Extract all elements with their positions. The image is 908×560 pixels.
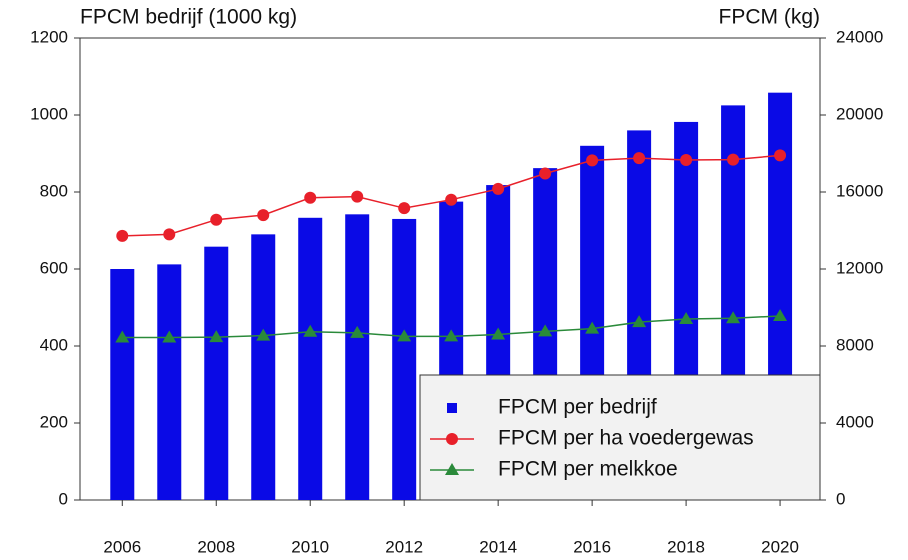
circle-marker (446, 433, 458, 445)
legend-box (419, 374, 821, 501)
circle-marker (680, 154, 693, 167)
y-tick-label: 200 (40, 412, 68, 431)
triangle-marker (303, 324, 318, 337)
legend-label: FPCM per ha voedergewas (498, 427, 754, 450)
y-tick-label: 0 (59, 489, 68, 508)
triangle-marker (491, 327, 506, 340)
triangle-marker (726, 311, 741, 324)
x-tick-label: 2020 (761, 537, 799, 556)
circle-marker (116, 229, 129, 242)
x-tick-label: 2008 (197, 537, 235, 556)
triangle-marker (444, 329, 459, 342)
circle-marker (304, 191, 317, 204)
x-tick-label: 2012 (385, 537, 423, 556)
legend-label: FPCM per melkkoe (498, 458, 678, 481)
circle-marker (727, 153, 740, 166)
bar (204, 246, 229, 500)
triangle-marker (632, 315, 647, 328)
y2-tick-label: 8000 (836, 335, 874, 354)
bar (345, 214, 370, 500)
circle-marker (774, 149, 787, 162)
circle-marker (633, 152, 646, 165)
triangle-marker (538, 324, 553, 337)
circle-marker (539, 167, 552, 180)
y2-tick-label: 20000 (836, 104, 883, 123)
x-tick-label: 2014 (479, 537, 517, 556)
legend-swatch (447, 403, 457, 413)
circle-marker (492, 182, 505, 195)
triangle-marker (350, 325, 365, 338)
y2-tick-label: 16000 (836, 181, 883, 200)
circle-marker (351, 190, 364, 203)
circle-marker (445, 193, 458, 206)
triangle-marker (115, 330, 130, 343)
triangle-marker (397, 329, 412, 342)
x-tick-label: 2006 (103, 537, 141, 556)
legend-label: FPCM per bedrijf (498, 396, 657, 419)
triangle-marker (162, 330, 177, 343)
bar (392, 218, 417, 500)
y-axis-title: FPCM bedrijf (1000 kg) (80, 6, 297, 29)
y-tick-label: 1000 (30, 104, 68, 123)
x-tick-label: 2016 (573, 537, 611, 556)
bar (298, 217, 323, 501)
triangle-marker (445, 463, 459, 475)
y2-tick-label: 12000 (836, 258, 883, 277)
circle-marker (586, 154, 599, 167)
x-tick-label: 2010 (291, 537, 329, 556)
x-tick-label: 2018 (667, 537, 705, 556)
y-tick-label: 400 (40, 335, 68, 354)
y-tick-label: 600 (40, 258, 68, 277)
triangle-marker (585, 321, 600, 334)
bar (110, 269, 135, 500)
y2-tick-label: 4000 (836, 412, 874, 431)
y-tick-label: 800 (40, 181, 68, 200)
circle-marker (210, 213, 223, 226)
triangle-marker (256, 328, 271, 341)
triangle-marker (773, 308, 788, 321)
circle-marker (398, 202, 411, 215)
circle-marker (163, 228, 176, 241)
bar (251, 234, 276, 500)
y-tick-label: 1200 (30, 27, 68, 46)
circle-marker (257, 209, 270, 222)
triangle-marker (209, 330, 224, 343)
y2-tick-label: 24000 (836, 27, 883, 46)
y2-tick-label: 0 (836, 489, 845, 508)
y2-axis-title: FPCM (kg) (719, 6, 821, 29)
triangle-marker (679, 312, 694, 325)
bar (157, 264, 182, 500)
